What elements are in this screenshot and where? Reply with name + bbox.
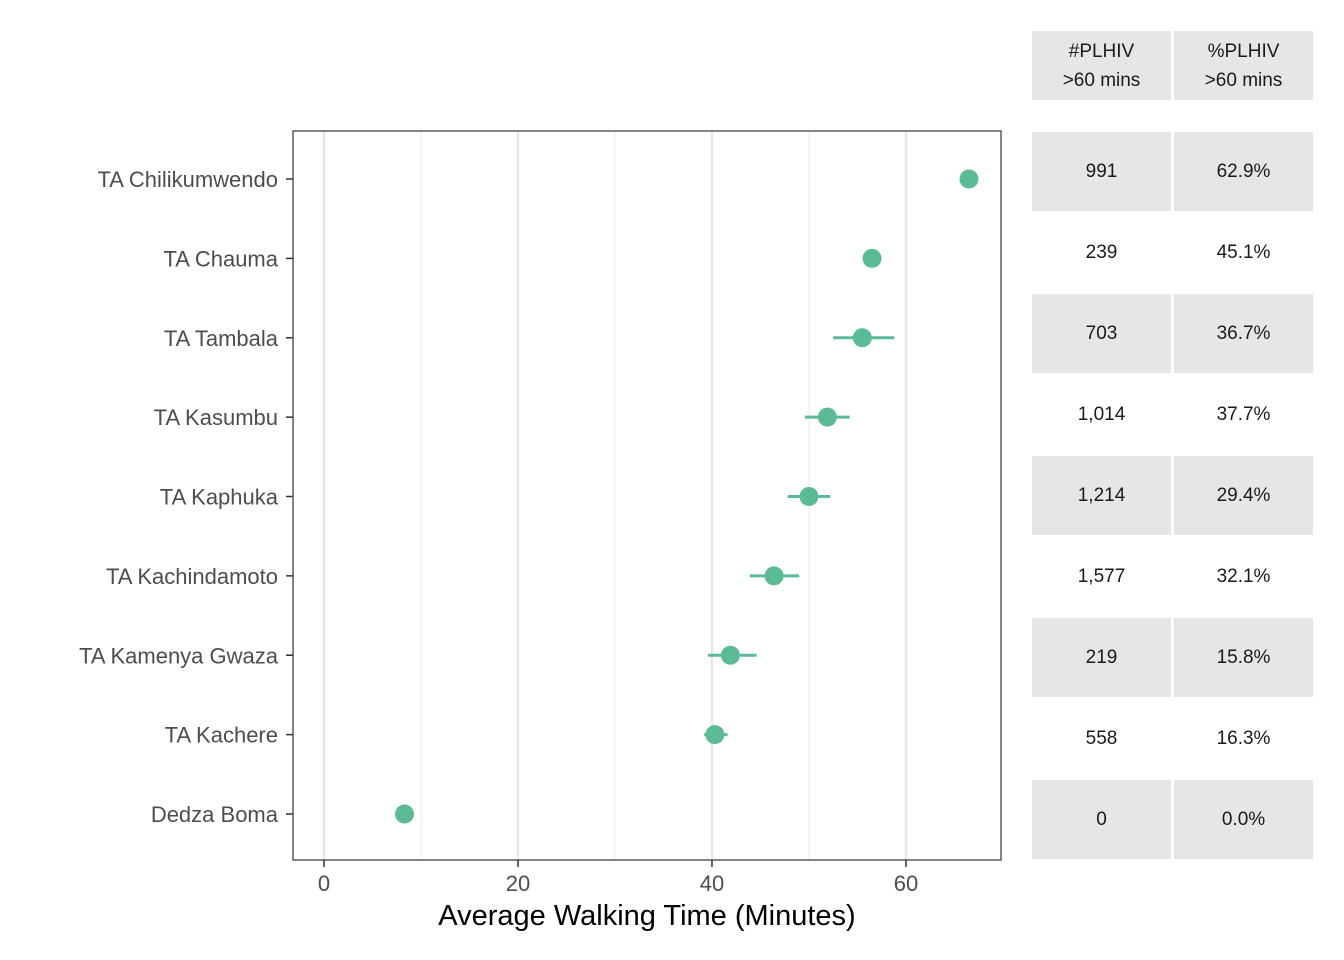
x-tick-label: 0 [318,871,330,896]
x-axis: 0 20 40 60 [318,860,918,896]
y-tick-label: TA Kachere [165,723,278,748]
table-cell-percent: 37.7% [1174,375,1313,454]
data-point [720,645,740,665]
x-tick-label: 60 [894,871,918,896]
y-tick-label: TA Kasumbu [154,405,278,430]
table-cell-percent: 15.8% [1174,618,1313,697]
table-cell-count: 558 [1032,699,1171,778]
x-axis-title: Average Walking Time (Minutes) [438,900,855,932]
data-points [395,169,979,824]
table-cell-percent: 45.1% [1174,213,1313,292]
table-cell-percent: 29.4% [1174,456,1313,535]
panel-border [292,130,1002,861]
y-tick-label: TA Chauma [163,246,278,271]
data-point [705,725,725,745]
data-point [862,248,882,268]
table-header-line: >60 mins [1062,69,1141,91]
y-tick-label: Dedza Boma [151,802,279,827]
y-axis: TA Chilikumwendo TA Chauma TA Tambala TA Ka… [79,167,293,827]
table-cell-count: 1,214 [1032,456,1171,535]
y-tick-label: TA Kamenya Gwaza [79,643,279,668]
table-cell-count: 991 [1032,132,1171,211]
table-column-header: %PLHIV >60 mins [1174,31,1313,100]
table-cell-percent: 36.7% [1174,294,1313,373]
table-cell-percent: 62.9% [1174,132,1313,211]
data-point [764,566,784,586]
data-point [959,169,979,189]
table-header-line: >60 mins [1204,69,1283,91]
table-cell-count: 219 [1032,618,1171,697]
table-cell-percent: 0.0% [1174,780,1313,859]
x-tick-label: 40 [700,871,724,896]
data-point [395,804,415,824]
table-cell-percent: 16.3% [1174,699,1313,778]
table-cell-count: 1,014 [1032,375,1171,454]
x-tick-label: 20 [506,871,530,896]
table-header-line: #PLHIV [1068,40,1135,62]
grid-lines [322,131,908,860]
y-tick-label: TA Kaphuka [160,485,279,510]
table-cell-percent: 32.1% [1174,537,1313,616]
y-tick-label: TA Tambala [164,326,279,351]
error-bars [704,336,895,737]
table-column-header: #PLHIV >60 mins [1032,31,1171,100]
table-cell-count: 239 [1032,213,1171,292]
data-point [817,407,837,427]
table-cell-count: 703 [1032,294,1171,373]
table-cell-count: 0 [1032,780,1171,859]
y-tick-label: TA Chilikumwendo [97,167,278,192]
y-tick-label: TA Kachindamoto [106,564,278,589]
table-cell-count: 1,577 [1032,537,1171,616]
data-point [799,487,819,506]
data-point [852,328,872,348]
table-header-line: %PLHIV [1207,40,1280,62]
